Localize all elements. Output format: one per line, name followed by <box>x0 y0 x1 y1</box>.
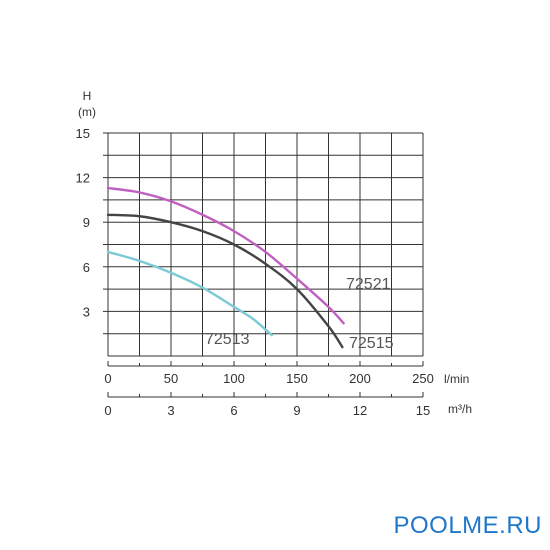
watermark: POOLME.RU <box>393 512 542 539</box>
x-axis-primary-unit: l/min <box>444 372 469 386</box>
x-secondary-tick-label: 15 <box>416 403 430 418</box>
x-primary-tick-label: 200 <box>349 371 371 386</box>
x-secondary-tick-label: 0 <box>104 403 111 418</box>
y-tick-label: 3 <box>83 304 90 319</box>
y-tick-label: 15 <box>76 126 90 141</box>
y-tick-label: 9 <box>83 215 90 230</box>
x-secondary-tick-label: 9 <box>293 403 300 418</box>
chart-grid <box>107 132 424 357</box>
x-primary-tick-label: 0 <box>104 371 111 386</box>
x-primary-tick-label: 150 <box>286 371 308 386</box>
x-primary-tick-label: 250 <box>412 371 434 386</box>
series-label-72513: 72513 <box>205 331 250 348</box>
series-line-72515 <box>106 213 344 349</box>
x-primary-tick-label: 50 <box>164 371 178 386</box>
x-secondary-tick-label: 3 <box>167 403 174 418</box>
series-label-72521: 72521 <box>346 276 391 293</box>
y-axis-label-unit: (m) <box>78 105 96 119</box>
y-tick-label: 6 <box>83 260 90 275</box>
series-label-72515: 72515 <box>349 335 394 352</box>
y-axis-label-h: H <box>83 89 92 103</box>
chart-series <box>106 186 345 349</box>
x-secondary-tick-label: 12 <box>353 403 367 418</box>
series-line-72513 <box>106 250 273 337</box>
x-primary-tick-label: 100 <box>223 371 245 386</box>
x-axis-secondary-unit: m³/h <box>448 402 472 416</box>
series-line-72521 <box>106 186 345 325</box>
x-secondary-tick-label: 6 <box>230 403 237 418</box>
y-tick-label: 12 <box>76 171 90 186</box>
